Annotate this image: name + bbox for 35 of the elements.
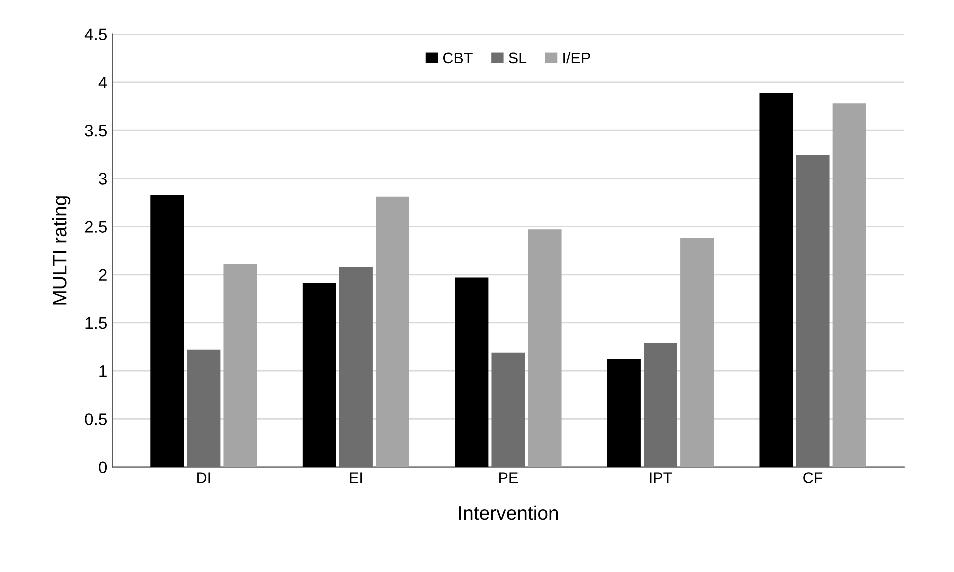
bar xyxy=(796,156,830,468)
bar xyxy=(492,352,526,468)
x-tick-label: IPT xyxy=(650,472,672,484)
bar xyxy=(224,264,258,468)
x-tick-label: PE xyxy=(500,472,518,484)
y-tick-label: 1 xyxy=(100,366,107,378)
bar xyxy=(455,278,489,468)
bar xyxy=(150,195,184,468)
legend-label: CBT xyxy=(443,52,473,64)
y-tick-label: 4.5 xyxy=(84,28,108,41)
bar xyxy=(760,93,794,468)
y-axis-title: MULTI rating xyxy=(52,196,71,305)
bar xyxy=(607,360,641,468)
y-tick-label: 3 xyxy=(99,173,107,185)
y-tick-label: 2 xyxy=(99,269,107,281)
bar xyxy=(302,284,336,468)
y-tick-label: 2.5 xyxy=(85,221,108,233)
x-tick-label: CF xyxy=(804,472,823,484)
bar xyxy=(680,238,714,468)
bar xyxy=(339,267,373,468)
legend-label: SL xyxy=(509,52,527,64)
bar xyxy=(832,104,866,468)
y-tick-label: 4 xyxy=(98,77,108,88)
y-tick-label: 3.5 xyxy=(85,124,108,137)
bar xyxy=(528,230,562,468)
x-axis-title: Intervention xyxy=(459,506,558,520)
bar xyxy=(376,196,410,468)
y-tick-label: 0.5 xyxy=(85,414,108,426)
x-tick-label: DI xyxy=(198,472,210,484)
x-tick-label: EI xyxy=(350,472,362,484)
y-tick-label: 1.5 xyxy=(86,318,108,330)
bar xyxy=(644,343,678,468)
legend-label: I/EP xyxy=(564,52,590,64)
y-tick-label: 0 xyxy=(99,462,108,474)
bar xyxy=(187,350,221,468)
